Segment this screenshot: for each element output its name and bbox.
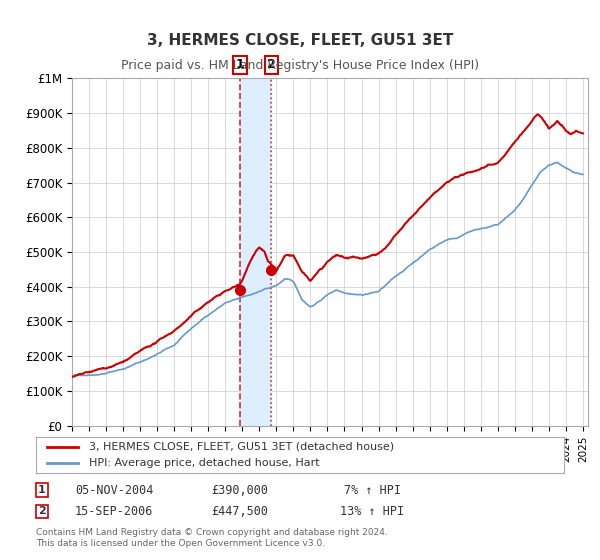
Text: HPI: Average price, detached house, Hart: HPI: Average price, detached house, Hart: [89, 458, 319, 468]
Text: £390,000: £390,000: [212, 483, 269, 497]
Bar: [239, 78, 271, 426]
Text: 3, HERMES CLOSE, FLEET, GU51 3ET (detached house): 3, HERMES CLOSE, FLEET, GU51 3ET (detach…: [89, 442, 394, 452]
Text: 05-NOV-2004: 05-NOV-2004: [75, 483, 153, 497]
Text: 2: 2: [267, 58, 276, 72]
Text: 15-SEP-2006: 15-SEP-2006: [75, 505, 153, 518]
Text: Price paid vs. HM Land Registry's House Price Index (HPI): Price paid vs. HM Land Registry's House …: [121, 59, 479, 72]
Text: 7% ↑ HPI: 7% ↑ HPI: [343, 483, 401, 497]
Text: £447,500: £447,500: [212, 505, 269, 518]
Text: 1: 1: [235, 58, 244, 72]
Text: 13% ↑ HPI: 13% ↑ HPI: [340, 505, 404, 518]
Text: 1: 1: [38, 485, 46, 495]
Text: 2: 2: [38, 506, 46, 516]
Text: Contains HM Land Registry data © Crown copyright and database right 2024.
This d: Contains HM Land Registry data © Crown c…: [36, 528, 388, 548]
Text: 3, HERMES CLOSE, FLEET, GU51 3ET: 3, HERMES CLOSE, FLEET, GU51 3ET: [147, 32, 453, 48]
